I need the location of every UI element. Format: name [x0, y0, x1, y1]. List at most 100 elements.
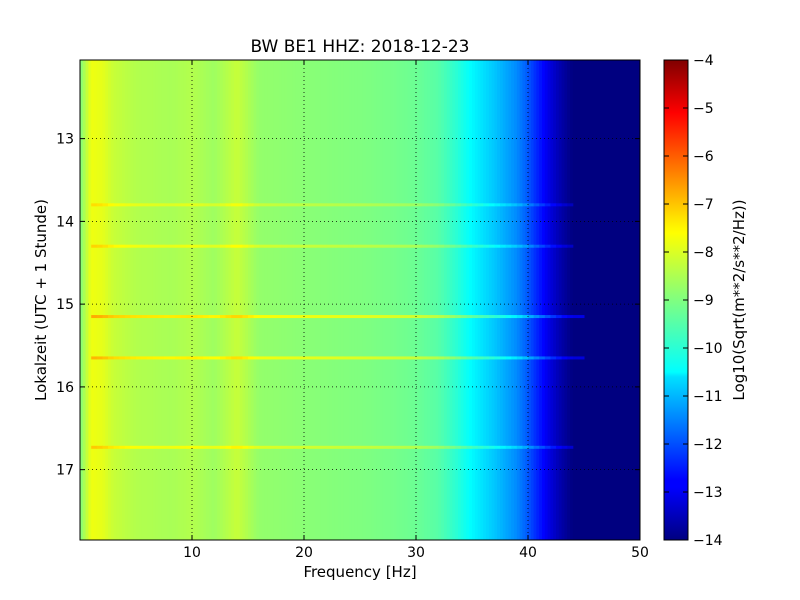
heatmap-band-cell	[348, 203, 355, 207]
heatmap-band-cell	[236, 445, 243, 449]
heatmap-band-cell	[309, 445, 316, 449]
heatmap-band-cell	[337, 315, 344, 319]
heatmap-band-cell	[388, 203, 395, 207]
heatmap-band-cell	[124, 445, 131, 449]
heatmap-cell	[561, 60, 565, 540]
heatmap-cell	[399, 60, 403, 540]
heatmap-band-cell	[488, 244, 495, 248]
heatmap-band-cell	[141, 203, 148, 207]
heatmap-band-cell	[550, 445, 557, 449]
heatmap-cell	[463, 60, 467, 540]
heatmap-band-cell	[326, 356, 333, 360]
y-axis-label: Lokalzeit (UTC + 1 Stunde)	[32, 199, 50, 401]
heatmap-band-cell	[197, 315, 204, 319]
heatmap-cell	[556, 60, 560, 540]
heatmap-cell	[329, 60, 333, 540]
heatmap-cell	[236, 60, 241, 540]
heatmap-band-cell	[427, 356, 434, 360]
heatmap-band-cell	[180, 203, 187, 207]
colorbar-tick-label: −9	[693, 293, 714, 309]
heatmap-band-cell	[276, 445, 283, 449]
heatmap-band-cell	[416, 356, 423, 360]
heatmap-cell	[410, 60, 414, 540]
heatmap-band-cell	[404, 356, 411, 360]
heatmap-band-cell	[208, 203, 215, 207]
heatmap-band-cell	[432, 244, 439, 248]
heatmap-cell	[550, 60, 554, 540]
heatmap-band-cell	[320, 244, 327, 248]
heatmap-cell	[334, 60, 339, 540]
heatmap-cell	[564, 60, 568, 540]
heatmap-band-cell	[91, 445, 98, 449]
heatmap-band-cell	[91, 203, 98, 207]
heatmap-cell	[502, 60, 507, 540]
heatmap-cell	[634, 60, 638, 540]
heatmap-band-cell	[152, 445, 159, 449]
heatmap-cell	[348, 60, 353, 540]
heatmap-band-cell	[360, 244, 367, 248]
heatmap-cell	[547, 60, 551, 540]
heatmap-band-cell	[242, 315, 249, 319]
heatmap-cell	[385, 60, 389, 540]
heatmap-cell	[281, 60, 285, 540]
heatmap-band-cell	[578, 356, 585, 360]
heatmap-band-cell	[259, 356, 266, 360]
y-tick-label: 16	[56, 380, 74, 396]
heatmap-band-cell	[326, 315, 333, 319]
heatmap-band-cell	[214, 356, 221, 360]
heatmap-band-cell	[225, 356, 232, 360]
heatmap-cell	[477, 60, 481, 540]
heatmap-band-cell	[348, 315, 355, 319]
heatmap-cell	[617, 60, 621, 540]
heatmap-band-cell	[404, 244, 411, 248]
heatmap-cell	[402, 60, 406, 540]
heatmap-cell	[472, 60, 476, 540]
heatmap-cell	[116, 60, 120, 540]
heatmap-band-cell	[371, 244, 378, 248]
heatmap-band-cell	[136, 356, 143, 360]
heatmap-cell	[446, 60, 451, 540]
heatmap-band-cell	[561, 445, 568, 449]
heatmap-cell	[337, 60, 341, 540]
heatmap-band-cell	[264, 315, 271, 319]
heatmap-band-cell	[483, 445, 490, 449]
heatmap-band-cell	[533, 203, 540, 207]
heatmap-band-cell	[444, 244, 451, 248]
heatmap-band-cell	[203, 445, 210, 449]
heatmap-band-cell	[152, 315, 159, 319]
heatmap-cell	[273, 60, 277, 540]
heatmap-cell	[211, 60, 215, 540]
heatmap-cell	[371, 60, 375, 540]
heatmap-band-cell	[304, 356, 311, 360]
heatmap-cell	[147, 60, 151, 540]
heatmap-band-cell	[231, 203, 238, 207]
heatmap-band-cell	[343, 445, 350, 449]
heatmap-band-cell	[472, 315, 479, 319]
heatmap-band-cell	[141, 445, 148, 449]
heatmap-cell	[197, 60, 201, 540]
heatmap-band-cell	[388, 315, 395, 319]
heatmap-band-cell	[337, 203, 344, 207]
heatmap-band-cell	[298, 445, 305, 449]
heatmap-band-cell	[253, 445, 260, 449]
heatmap-band-cell	[276, 203, 283, 207]
heatmap-cell	[217, 60, 221, 540]
heatmap-band-cell	[421, 203, 428, 207]
heatmap-cell	[175, 60, 179, 540]
heatmap-band-cell	[248, 445, 255, 449]
heatmap-band-cell	[399, 356, 406, 360]
heatmap-band-cell	[421, 445, 428, 449]
heatmap-band-cell	[472, 203, 479, 207]
heatmap-band-cell	[505, 244, 512, 248]
heatmap-cell	[612, 60, 616, 540]
heatmap-band-cell	[488, 356, 495, 360]
heatmap-band-cell	[376, 356, 383, 360]
heatmap-cell	[94, 60, 98, 540]
heatmap-cell	[500, 60, 504, 540]
heatmap-columns	[80, 60, 640, 540]
heatmap-cell	[136, 60, 140, 540]
heatmap-band-cell	[287, 445, 294, 449]
chart-title: BW BE1 HHZ: 2018-12-23	[250, 37, 469, 57]
heatmap-band-cell	[96, 445, 103, 449]
heatmap-band-cell	[399, 203, 406, 207]
